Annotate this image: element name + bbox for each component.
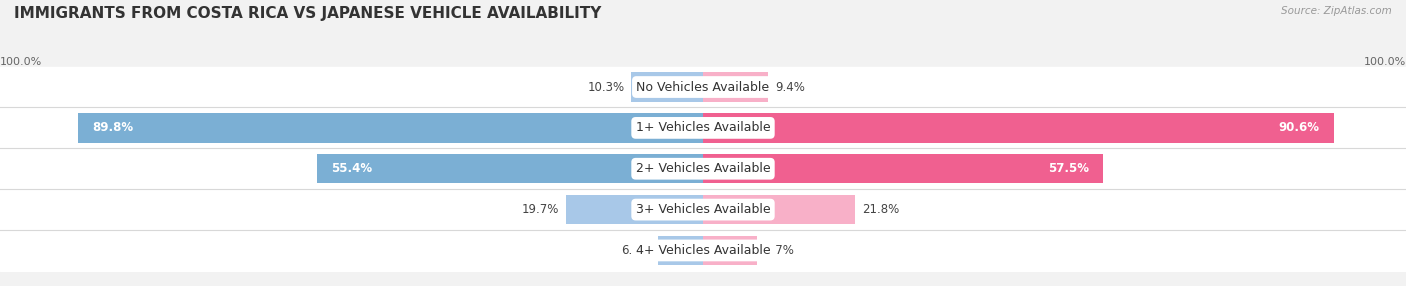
Bar — [0, 230, 1406, 271]
Text: 3+ Vehicles Available: 3+ Vehicles Available — [636, 203, 770, 216]
Text: 90.6%: 90.6% — [1278, 121, 1320, 134]
Text: 1+ Vehicles Available: 1+ Vehicles Available — [636, 121, 770, 134]
Text: 21.8%: 21.8% — [862, 203, 898, 216]
Bar — [703, 154, 1104, 183]
Text: 57.5%: 57.5% — [1049, 162, 1090, 175]
Text: 2+ Vehicles Available: 2+ Vehicles Available — [636, 162, 770, 175]
Text: 100.0%: 100.0% — [0, 57, 42, 67]
Text: 6.5%: 6.5% — [621, 244, 651, 257]
Text: No Vehicles Available: No Vehicles Available — [637, 81, 769, 94]
Bar — [631, 72, 703, 102]
Bar — [703, 195, 855, 224]
Text: IMMIGRANTS FROM COSTA RICA VS JAPANESE VEHICLE AVAILABILITY: IMMIGRANTS FROM COSTA RICA VS JAPANESE V… — [14, 6, 602, 21]
Bar — [0, 67, 1406, 108]
Text: 9.4%: 9.4% — [775, 81, 806, 94]
Bar — [0, 148, 1406, 189]
Bar — [0, 108, 1406, 148]
Text: 100.0%: 100.0% — [1364, 57, 1406, 67]
Bar — [565, 195, 703, 224]
Bar — [703, 113, 1334, 143]
Text: Source: ZipAtlas.com: Source: ZipAtlas.com — [1281, 6, 1392, 16]
Text: 19.7%: 19.7% — [522, 203, 560, 216]
Text: 10.3%: 10.3% — [588, 81, 624, 94]
Bar — [703, 236, 756, 265]
Bar — [318, 154, 703, 183]
Bar — [703, 72, 769, 102]
Text: 55.4%: 55.4% — [332, 162, 373, 175]
Bar — [0, 189, 1406, 230]
Bar — [658, 236, 703, 265]
Text: 4+ Vehicles Available: 4+ Vehicles Available — [636, 244, 770, 257]
Text: 89.8%: 89.8% — [91, 121, 134, 134]
Bar — [77, 113, 703, 143]
Text: 7.7%: 7.7% — [763, 244, 793, 257]
